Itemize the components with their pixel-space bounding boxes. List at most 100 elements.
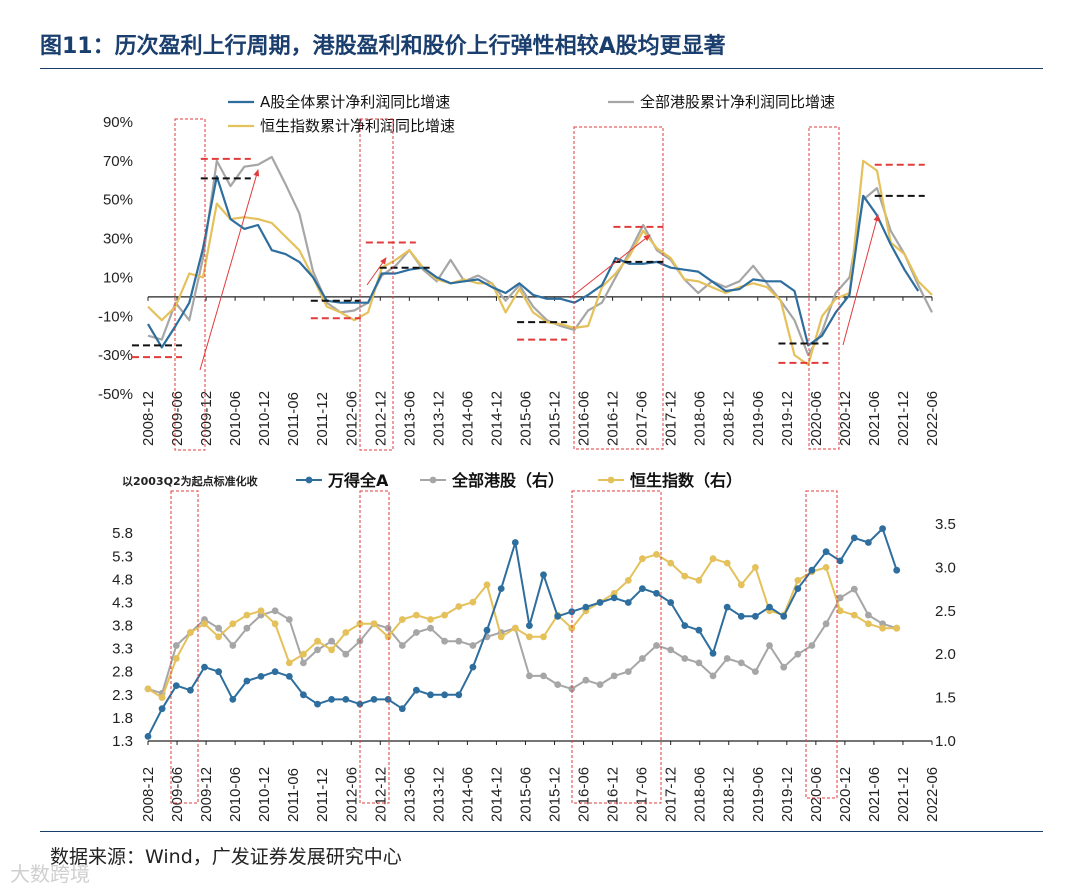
upcycle-period-box xyxy=(174,118,206,451)
data-point-hsi xyxy=(836,607,844,615)
data-point-hsi xyxy=(215,633,223,641)
data-point-hsi xyxy=(653,551,660,558)
data-point-hsi xyxy=(413,611,420,619)
x-tick-label: 2011-12 xyxy=(314,392,331,446)
upcycle-period-box xyxy=(170,490,199,804)
data-point-hk_all xyxy=(300,659,307,667)
x-tick-label: 2018-12 xyxy=(721,767,738,822)
data-point-hsi xyxy=(158,694,166,701)
data-point-hsi xyxy=(201,620,208,628)
data-point-a_share xyxy=(723,603,731,611)
trend-arrow xyxy=(366,257,387,286)
data-point-hk_all xyxy=(384,624,392,632)
data-point-a_share xyxy=(497,585,505,592)
data-point-a_share xyxy=(342,696,350,703)
data-point-hk_all xyxy=(229,642,237,649)
data-point-a_share xyxy=(144,733,152,740)
upcycle-period-box xyxy=(359,118,394,451)
data-point-hk_all xyxy=(582,676,590,684)
data-point-hk_all xyxy=(737,659,745,667)
data-point-a_share xyxy=(441,691,448,699)
data-point-hsi xyxy=(314,637,321,645)
data-point-hk_all xyxy=(413,629,420,636)
upcycle-period-box xyxy=(359,490,390,804)
data-point-a_share xyxy=(314,700,321,708)
data-point-a_share xyxy=(893,566,901,574)
y-tick-label: -30% xyxy=(98,347,133,364)
legend-label: A股全体累计净利润同比增速 xyxy=(260,93,450,111)
data-point-hsi xyxy=(865,620,872,628)
data-point-a_share xyxy=(667,599,675,606)
data-point-a_share xyxy=(356,700,364,708)
x-tick-label: 2014-06 xyxy=(459,391,476,446)
data-point-hk_all xyxy=(285,616,293,623)
data-point-a_share xyxy=(328,696,335,703)
upcycle-period-box xyxy=(808,126,840,450)
data-point-a_share xyxy=(610,594,618,602)
legend-swatch-dot xyxy=(607,476,615,484)
data-point-a_share xyxy=(596,599,604,606)
data-point-a_share xyxy=(766,603,773,611)
x-tick-label: 2009-12 xyxy=(198,767,215,822)
x-tick-label: 2013-12 xyxy=(430,767,447,822)
data-point-hsi xyxy=(822,564,830,571)
y-tick-label-right: 3.0 xyxy=(935,559,956,576)
data-point-a_share xyxy=(285,673,293,680)
data-point-hk_all xyxy=(836,594,844,602)
x-tick-label: 2019-06 xyxy=(750,767,767,822)
data-point-hk_all xyxy=(667,646,675,654)
data-point-hsi xyxy=(639,555,646,563)
data-point-a_share xyxy=(879,525,886,532)
data-point-hsi xyxy=(667,559,675,567)
legend-swatch-dot xyxy=(305,476,313,484)
data-point-hsi xyxy=(384,633,392,641)
data-point-hsi xyxy=(271,620,279,628)
data-point-hk_all xyxy=(695,659,703,667)
y-tick-label: 90% xyxy=(103,114,133,131)
data-point-hk_all xyxy=(752,668,759,675)
data-point-a_share xyxy=(554,612,562,620)
data-point-hk_all xyxy=(865,611,872,619)
legend-swatch-dot xyxy=(429,476,437,484)
data-point-hk_all xyxy=(794,650,802,658)
y-tick-label-left: 2.8 xyxy=(112,664,133,681)
x-tick-label: 2020-06 xyxy=(808,391,825,446)
data-point-hk_all xyxy=(441,637,448,645)
legend-label: 恒生指数累计净利润同比增速 xyxy=(260,117,455,135)
data-point-hsi xyxy=(879,624,886,632)
x-tick-label: 2008-12 xyxy=(140,391,157,446)
data-point-hsi xyxy=(624,577,632,584)
data-point-a_share xyxy=(257,673,265,680)
data-point-hk_all xyxy=(808,642,816,649)
data-point-a_share xyxy=(540,571,547,579)
y-tick-label-left: 3.3 xyxy=(112,641,133,658)
data-point-hk_all xyxy=(243,624,251,632)
data-point-a_share xyxy=(215,668,223,676)
data-point-a_share xyxy=(582,603,590,611)
data-point-a_share xyxy=(695,626,703,634)
x-tick-label: 2012-12 xyxy=(372,767,389,822)
data-point-a_share xyxy=(455,691,463,699)
data-point-hsi xyxy=(370,620,378,628)
data-point-hsi xyxy=(300,650,307,658)
data-point-hsi xyxy=(681,572,689,580)
figure-title: 图11：历次盈利上行周期，港股盈利和股价上行弹性相较A股均更显著 xyxy=(40,34,726,59)
x-tick-label: 2009-06 xyxy=(169,767,186,822)
x-tick-label: 2012-12 xyxy=(372,391,389,446)
data-point-hk_all xyxy=(271,607,279,615)
data-point-a_share xyxy=(808,566,816,574)
data-point-hsi xyxy=(229,620,237,628)
data-point-hsi xyxy=(285,659,293,667)
data-point-a_share xyxy=(511,539,519,546)
data-point-a_share xyxy=(398,705,406,713)
chart-note: 以2003Q2为起点标准化收 xyxy=(122,474,258,488)
data-point-a_share xyxy=(526,622,533,629)
x-tick-label: 2012-06 xyxy=(343,391,360,446)
data-point-hk_all xyxy=(554,681,562,688)
data-point-a_share xyxy=(271,668,279,676)
series-line-hk_all xyxy=(147,155,933,357)
data-point-a_share xyxy=(229,696,237,703)
x-tick-label: 2021-06 xyxy=(866,767,883,822)
data-point-hk_all xyxy=(328,637,335,645)
legend-label: 万得全A xyxy=(327,471,389,490)
